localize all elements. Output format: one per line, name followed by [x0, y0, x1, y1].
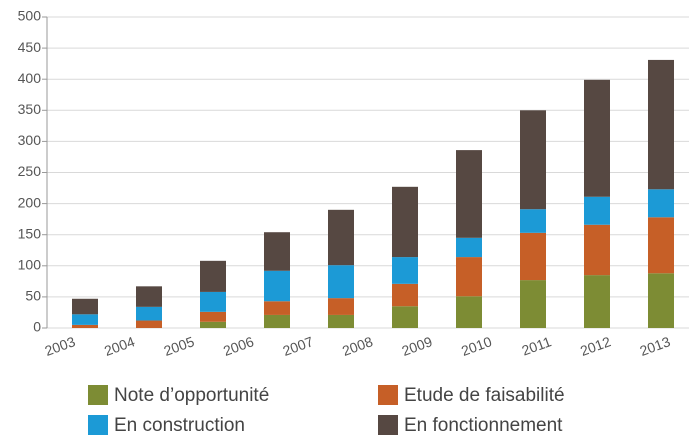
x-tick-label: 2005	[162, 333, 197, 359]
bar-segment	[72, 314, 98, 325]
y-tick-label: 400	[18, 70, 42, 86]
bar-segment	[648, 273, 674, 328]
y-tick-label: 250	[18, 163, 42, 179]
bar-segment	[264, 314, 290, 328]
bar-segment	[520, 232, 546, 281]
bar-segment	[392, 186, 418, 258]
x-tick-label: 2010	[459, 333, 494, 359]
legend-swatch	[378, 415, 398, 435]
x-tick-label: 2003	[43, 333, 78, 359]
bar-segment	[264, 270, 290, 302]
bar-segment	[328, 209, 354, 266]
x-tick-label: 2009	[400, 333, 435, 359]
x-tick-label: 2004	[102, 333, 137, 359]
x-tick-label: 2008	[340, 333, 375, 359]
bar-segment	[584, 275, 610, 328]
bar-segment	[328, 298, 354, 315]
bar-segment	[584, 224, 610, 276]
y-tick-label: 200	[18, 194, 42, 210]
bar-segment	[456, 237, 482, 258]
x-tick-label: 2006	[221, 333, 256, 359]
bar-segment	[520, 280, 546, 328]
legend-label: Note d’opportunité	[114, 385, 269, 406]
legend-swatch	[378, 385, 398, 405]
bar-segment	[456, 150, 482, 238]
bar-segment	[392, 283, 418, 307]
y-tick-label: 500	[18, 8, 42, 24]
y-tick-label: 450	[18, 39, 42, 55]
bar-segment	[328, 265, 354, 299]
bar-segment	[520, 110, 546, 210]
legend-label: En fonctionnement	[404, 415, 563, 436]
bar-segment	[264, 301, 290, 315]
legend-swatch	[88, 385, 108, 405]
bar-segment	[200, 311, 226, 322]
bar-segment	[200, 260, 226, 292]
bar-segment	[136, 320, 162, 328]
bar-segment	[136, 286, 162, 307]
x-tick-label: 2012	[578, 333, 613, 359]
legend-label: En construction	[114, 415, 245, 436]
bar-segment	[72, 298, 98, 315]
bar-segment	[648, 217, 674, 274]
bar-segment	[136, 306, 162, 321]
bar-segment	[72, 324, 98, 328]
bar-segment	[456, 257, 482, 297]
y-tick-label: 100	[18, 257, 42, 273]
bar-segment	[264, 232, 290, 271]
x-tick-label: 2013	[638, 333, 673, 359]
y-tick-label: 50	[25, 288, 41, 304]
legend-swatch	[88, 415, 108, 435]
x-tick-label: 2011	[520, 333, 554, 358]
bar-segment	[648, 59, 674, 190]
bar-segment	[584, 79, 610, 197]
bar-segment	[584, 196, 610, 225]
bar-segment	[328, 314, 354, 328]
y-tick-label: 150	[18, 225, 42, 241]
y-tick-label: 0	[33, 319, 41, 335]
y-tick-label: 350	[18, 101, 42, 117]
legend-label: Etude de faisabilité	[404, 385, 565, 406]
bar-segment	[648, 189, 674, 218]
bar-segment	[200, 321, 226, 328]
bar-segment	[392, 306, 418, 328]
bar-segment	[200, 291, 226, 312]
y-tick-label: 300	[18, 132, 42, 148]
bar-segment	[392, 257, 418, 284]
bar-segment	[520, 209, 546, 233]
bar-segment	[456, 296, 482, 328]
x-tick-label: 2007	[281, 333, 316, 359]
